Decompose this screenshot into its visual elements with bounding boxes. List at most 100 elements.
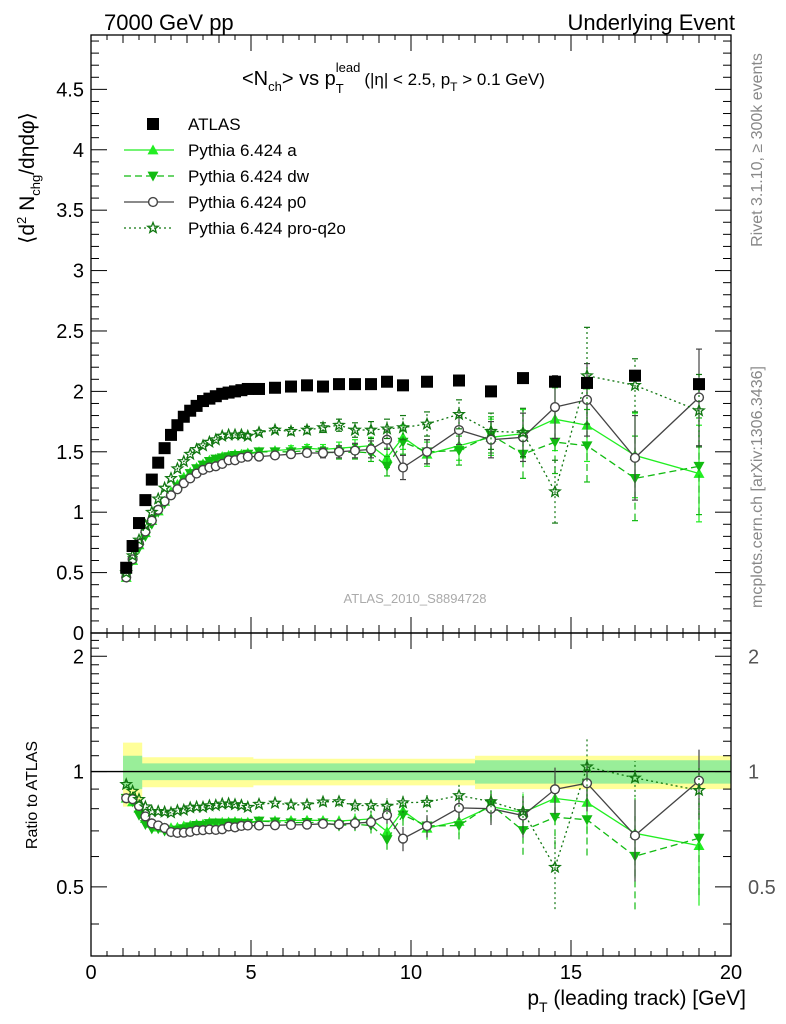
series-line <box>125 396 700 578</box>
ratio-y-tick-label: 1 <box>73 762 84 784</box>
data-point <box>164 471 178 485</box>
ratio-point <box>484 794 498 808</box>
y-tick-label: 0.5 <box>56 563 84 585</box>
data-point <box>420 416 434 431</box>
ratio-point <box>396 795 410 809</box>
xlabel-rest: (leading track) [GeV] <box>548 987 746 1010</box>
ratio-point <box>317 818 329 829</box>
ratio-point <box>300 797 314 811</box>
data-point <box>240 428 255 442</box>
ratio-point <box>127 794 138 805</box>
main-ticks: 0.5 1 1.5 2 2.5 3 3.5 4 4.5 0 <box>56 35 732 645</box>
x-tick-label: 10 <box>400 962 422 984</box>
data-point <box>133 517 145 530</box>
data-point <box>381 452 393 463</box>
ratio-panel: 0.5 1 2 0.5 1 2 <box>56 632 776 957</box>
ratio-point <box>397 833 409 844</box>
title-vs: > vs p <box>282 68 336 90</box>
legend: ATLAS Pythia 6.424 a Pythia 6.424 dw Pythia… <box>124 115 346 238</box>
ratio-point <box>364 798 378 812</box>
data-point <box>452 406 466 421</box>
ratio-point <box>125 783 140 798</box>
ratio-point <box>333 819 345 830</box>
y-tick-label-zero: 0 <box>73 623 84 645</box>
data-point <box>381 434 393 445</box>
data-point <box>381 461 393 472</box>
data-point <box>145 473 158 486</box>
data-point <box>157 480 172 495</box>
data-point <box>484 424 498 438</box>
data-point <box>485 385 497 398</box>
ratio-point <box>119 777 134 791</box>
ratio-y-tick-label: 2 <box>73 646 84 668</box>
data-point <box>317 380 329 393</box>
data-point <box>144 504 159 519</box>
data-point <box>348 422 362 436</box>
series-0 <box>120 369 705 574</box>
ratio-point <box>349 818 361 829</box>
ratio-y-axis-label: Ratio to ATLAS <box>24 741 41 849</box>
data-point <box>581 376 593 389</box>
data-point <box>165 428 177 441</box>
data-point <box>158 442 171 455</box>
title-cuts-2: > 0.1 GeV) <box>458 70 545 89</box>
ratio-point <box>380 798 394 813</box>
ratio-series-1 <box>120 775 705 906</box>
ratio-point <box>693 833 705 844</box>
data-point <box>516 425 530 439</box>
ratio-point <box>381 826 393 836</box>
ylabel-part3: /dηdφ⟩ <box>16 112 39 175</box>
title-cuts-t-sub: T <box>450 80 458 94</box>
data-point <box>629 452 641 463</box>
ratio-point <box>365 817 377 828</box>
y-tick-label: 3.5 <box>56 200 84 222</box>
data-point <box>421 375 433 388</box>
y-tick-label: 2.5 <box>56 321 84 343</box>
y-tick-label: 3 <box>73 261 84 283</box>
ratio-point <box>183 800 198 814</box>
title-main: <N <box>242 68 268 90</box>
legend-label: Pythia 6.424 dw <box>188 167 310 186</box>
x-tick-label: 0 <box>85 962 96 984</box>
title-cuts-1: (|η| < 2.5, p <box>364 70 450 89</box>
main-series <box>119 326 706 583</box>
xlabel-p: p <box>527 987 539 1010</box>
data-point <box>628 377 642 392</box>
x-tick-labels: 0 5 10 15 20 <box>85 962 742 984</box>
data-point <box>285 449 297 460</box>
legend-marker <box>147 171 159 182</box>
data-point <box>365 444 377 455</box>
legend-marker <box>147 196 159 208</box>
data-point <box>317 447 329 459</box>
ratio-point <box>285 819 297 831</box>
data-point <box>453 446 465 457</box>
ratio-point <box>253 820 265 831</box>
ratio-point <box>252 796 266 811</box>
ratio-ticks: 0.5 1 2 0.5 1 2 <box>56 633 776 956</box>
y-axis-label: ⟨d2 Nchg/dηdφ⟩ <box>14 112 43 244</box>
y-tick-label: 2 <box>73 381 84 403</box>
data-point <box>333 378 345 391</box>
ratio-point <box>629 830 641 841</box>
ylabel-sup: 2 <box>14 217 29 224</box>
legend-marker <box>147 144 159 155</box>
ratio-series-3 <box>121 749 705 882</box>
data-point <box>581 441 593 452</box>
y-tick-label: 4 <box>73 140 84 162</box>
y-tick-label: 4.5 <box>56 79 84 101</box>
ratio-point <box>301 819 313 830</box>
series-line <box>125 374 700 573</box>
data-point <box>125 548 140 562</box>
ratio-point <box>453 802 465 813</box>
data-point <box>203 457 215 467</box>
ratio-point <box>132 792 146 806</box>
ratio-series-4 <box>119 738 706 910</box>
data-point <box>216 453 228 464</box>
ratio-point <box>549 812 561 823</box>
data-point <box>349 378 361 391</box>
main-panel: 0.511.522.533.544.50 <Nch> vs pTlead(|η|… <box>56 34 732 645</box>
data-point <box>301 379 313 392</box>
x-tick-label: 5 <box>245 962 256 984</box>
data-point <box>132 532 146 546</box>
